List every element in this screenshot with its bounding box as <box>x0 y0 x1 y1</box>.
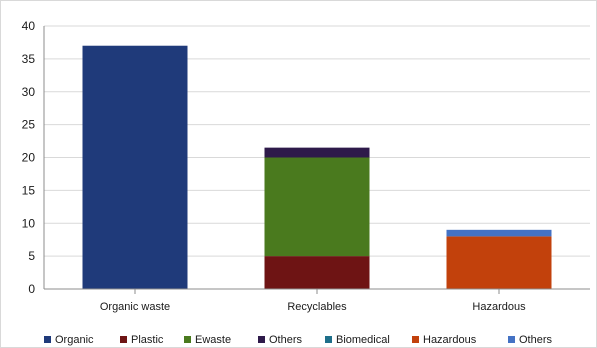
bar-ewaste-1 <box>264 157 370 257</box>
legend-swatch <box>508 336 515 343</box>
axes: 0 5 10 15 20 25 30 35 40 Organic waste Recyclables… <box>22 19 590 313</box>
y-tick-label: 0 <box>28 282 35 296</box>
legend-label: Others <box>269 334 303 346</box>
legend-swatch <box>184 336 191 343</box>
legend: Organic Plastic Ewaste Others Biomedical Haza… <box>44 334 553 346</box>
y-tick-label: 10 <box>22 216 36 230</box>
legend-swatch <box>412 336 419 343</box>
legend-swatch <box>120 336 127 343</box>
legend-label: Ewaste <box>195 334 231 346</box>
legend-label: Others <box>519 334 553 346</box>
legend-label: Biomedical <box>336 334 390 346</box>
bar-hazardous-2 <box>446 236 552 289</box>
legend-label: Hazardous <box>423 334 477 346</box>
y-tick-label: 30 <box>22 85 36 99</box>
bars <box>82 45 552 289</box>
bar-organic-0 <box>82 45 188 289</box>
legend-label: Plastic <box>131 334 164 346</box>
y-tick-label: 35 <box>22 52 36 66</box>
y-tick-label: 40 <box>22 19 36 33</box>
legend-swatch <box>325 336 332 343</box>
y-tick-label: 15 <box>22 183 36 197</box>
y-tick-label: 25 <box>22 118 36 132</box>
bar-others-2 <box>446 229 552 237</box>
x-category-label: Hazardous <box>472 301 526 313</box>
y-tick-label: 20 <box>22 151 36 165</box>
x-category-label: Recyclables <box>287 301 347 313</box>
legend-swatch <box>258 336 265 343</box>
bar-plastic-1 <box>264 256 370 289</box>
legend-swatch <box>44 336 51 343</box>
x-category-label: Organic waste <box>100 301 170 313</box>
bar-others-1 <box>264 147 370 158</box>
legend-label: Organic <box>55 334 94 346</box>
y-tick-label: 5 <box>28 249 35 263</box>
